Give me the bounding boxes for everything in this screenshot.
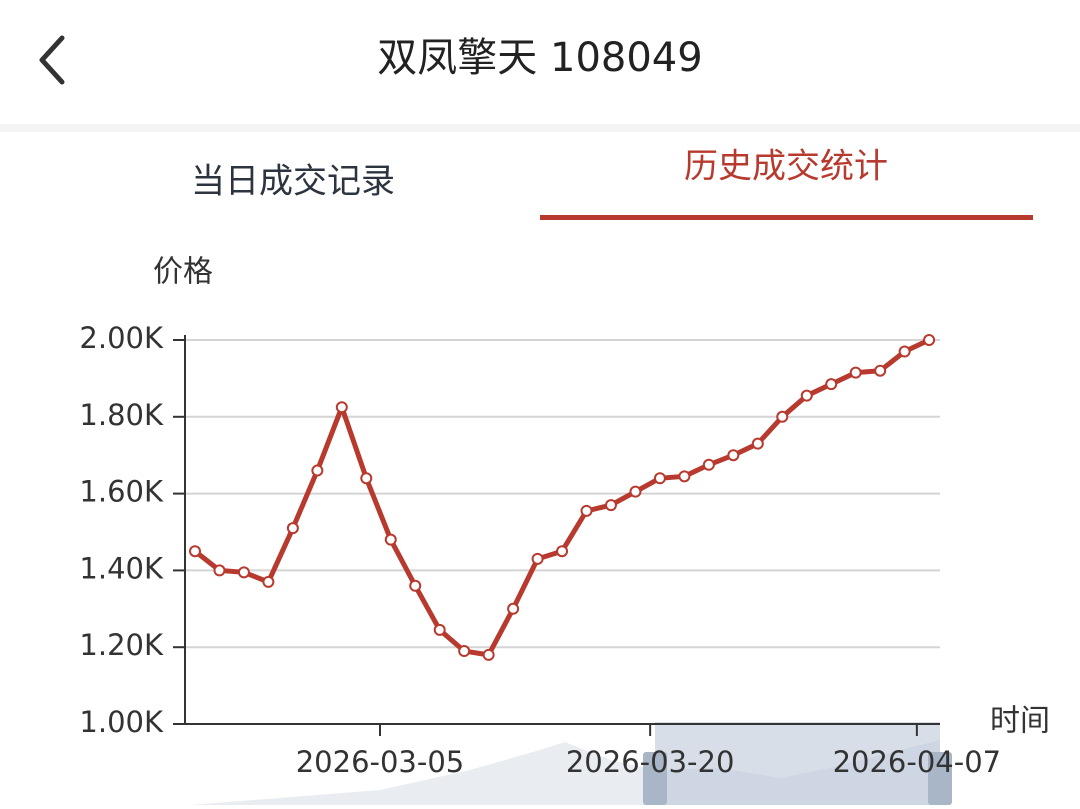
tab-underline: [540, 215, 1033, 220]
data-point: [898, 345, 911, 358]
data-point: [433, 623, 446, 636]
price-line: [193, 337, 931, 658]
data-point: [384, 533, 397, 546]
zoom-handle[interactable]: [928, 752, 952, 805]
data-point: [751, 437, 764, 450]
y-tick-label: 2.00K: [79, 321, 164, 355]
tab-active[interactable]: 历史成交统计: [684, 147, 888, 187]
data-point: [580, 504, 593, 517]
data-point: [874, 364, 887, 377]
y-tick-label: 1.40K: [79, 551, 164, 585]
data-point: [556, 545, 569, 558]
data-point: [237, 566, 250, 579]
x-tick-label: 2026-04-07: [833, 745, 1002, 779]
data-point: [776, 410, 789, 423]
data-point: [653, 472, 666, 485]
data-point: [262, 575, 275, 588]
data-point: [678, 470, 691, 483]
back-button[interactable]: [39, 35, 65, 85]
zoom-handle[interactable]: [643, 752, 667, 805]
data-point: [800, 389, 813, 402]
x-axis-label: 时间: [990, 704, 1050, 739]
data-point: [507, 602, 520, 615]
y-tick-label: 1.20K: [79, 628, 164, 662]
data-point: [702, 458, 715, 471]
y-tick-label: 1.60K: [79, 475, 164, 509]
data-point: [849, 366, 862, 379]
x-tick-label: 2026-03-20: [566, 745, 735, 779]
data-point: [727, 449, 740, 462]
tab[interactable]: 当日成交记录: [191, 162, 395, 202]
data-point: [482, 648, 495, 661]
y-tick-label: 1.80K: [79, 398, 164, 432]
data-point: [531, 552, 544, 565]
data-point: [825, 378, 838, 391]
zoom-window[interactable]: [655, 722, 940, 805]
x-tick-label: 2026-03-05: [296, 745, 465, 779]
data-point: [923, 334, 936, 346]
data-point: [213, 564, 226, 577]
y-axis-label: 价格: [153, 255, 213, 290]
data-point: [286, 522, 299, 535]
data-point: [189, 545, 201, 558]
data-point: [604, 499, 617, 512]
data-point: [629, 485, 642, 498]
data-point: [409, 579, 422, 592]
separator: [0, 124, 1080, 132]
data-point: [360, 472, 373, 485]
y-tick-label: 1.00K: [79, 705, 164, 739]
page-title: 双凤擎天 108049: [377, 35, 702, 81]
data-point: [311, 464, 324, 477]
data-point: [458, 645, 471, 658]
data-point: [335, 401, 348, 414]
